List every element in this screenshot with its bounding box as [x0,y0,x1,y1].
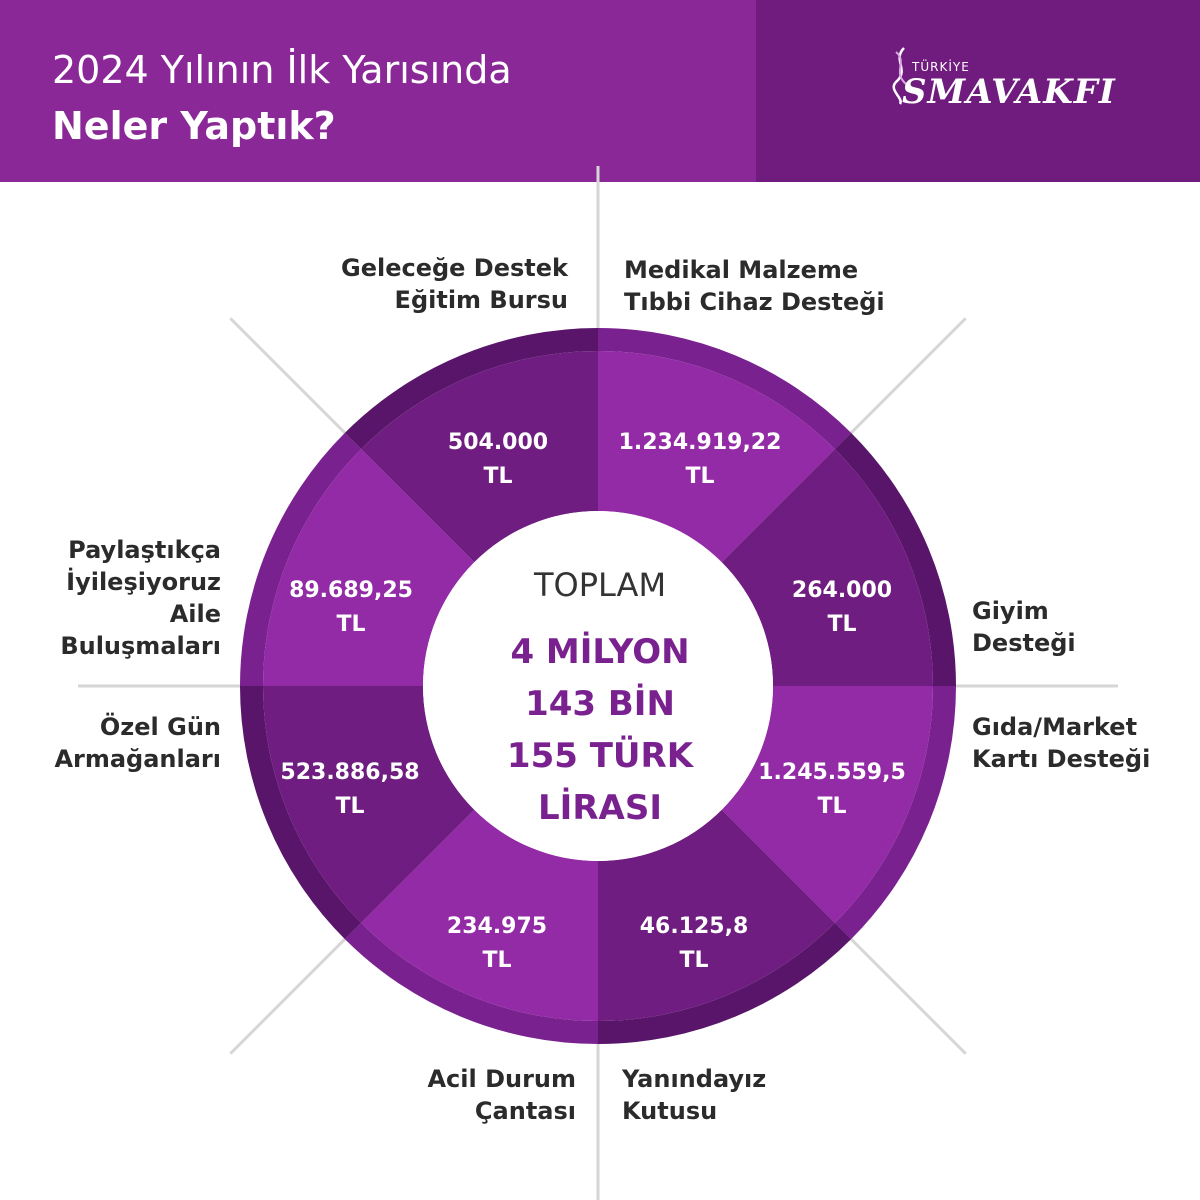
label-giyim: Giyim Desteği [972,597,1076,657]
segment-value-aile-bulusmalari: 89.689,25 TL [289,578,413,637]
label-egitim-bursu: Geleceğe Destek Eğitim Bursu [341,254,568,314]
segment-value-ozel-gun: 523.886,58 TL [280,760,420,819]
wheel-segment-yanindayiz [598,809,835,1021]
header-logo-panel [756,0,1200,182]
wheel-segment-egitim-bursu [361,351,598,563]
segment-value-medikal: 1.234.919,22 TL [618,430,782,489]
center-circle [423,511,773,861]
wheel-segment-acil-durum [361,809,598,1021]
ring-segment-aile-bulusmalari [240,432,362,686]
label-ozel-gun: Özel Gün Armağanları [54,713,221,773]
wheel-segment-medikal [598,351,835,563]
ring-segment-giyim [834,432,956,686]
dna-helix-icon [892,47,907,105]
outer-ring [240,328,956,1044]
ring-segment-yanindayiz [598,922,852,1044]
ring-segment-gida-market [834,686,956,940]
label-gida-market: Gıda/Market Kartı Desteği [972,713,1151,773]
total-label: TOPLAM [533,566,667,604]
ring-segment-acil-durum [344,922,598,1044]
segment-value-acil-durum: 234.975 TL [446,914,548,973]
ring-segment-ozel-gun [240,686,362,940]
total-amount: 4 MİLYON 143 BİN 155 TÜRK LİRASI [506,632,694,828]
segment-value-giyim: 264.000 TL [791,578,893,637]
page-title-line1: 2024 Yılının İlk Yarısında [52,48,512,92]
smavakfi-logo: TÜRKİYE SMAVAKFI [890,46,1130,126]
segment-value-egitim-bursu: 504.000 TL [447,430,549,489]
label-acil-durum: Acil Durum Çantası [427,1065,576,1125]
wheel-segment-ozel-gun [263,686,475,923]
segment-value-gida-market: 1.245.559,5 TL [758,760,906,819]
label-aile-bulusmalari: Paylaştıkça İyileşiyoruz Aile Buluşmaları [60,536,221,660]
page-title-line2: Neler Yaptık? [52,104,336,148]
label-yanindayiz: Yanındayız Kutusu [622,1065,767,1125]
wheel-segment-gida-market [721,686,933,923]
ring-segment-egitim-bursu [344,328,598,450]
wheel-segments [263,351,933,1021]
segment-value-yanindayiz: 46.125,8 TL [639,914,749,973]
logo-country: TÜRKİYE [912,60,970,74]
wheel-segment-giyim [721,449,933,686]
logo-name: SMAVAKFI [902,72,1116,112]
ring-segment-medikal [598,328,852,450]
wheel-segment-aile-bulusmalari [263,449,475,686]
label-medikal: Medikal Malzeme Tıbbi Cihaz Desteği [624,256,885,316]
